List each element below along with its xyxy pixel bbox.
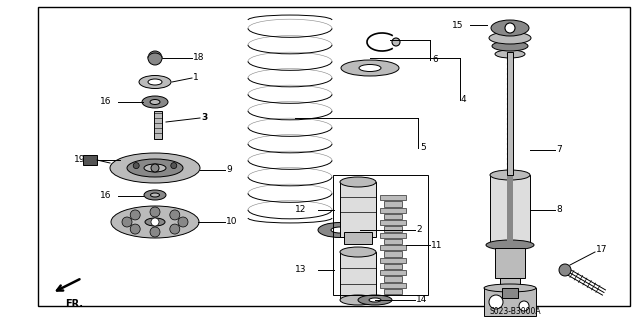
Text: 2: 2 [416,226,422,234]
Ellipse shape [492,41,528,51]
Circle shape [150,227,160,237]
Circle shape [133,163,140,169]
Circle shape [130,224,140,234]
Ellipse shape [142,96,168,108]
Bar [380,257,406,263]
Bar [340,252,376,300]
Ellipse shape [484,284,536,292]
Bar [384,276,402,282]
Ellipse shape [491,20,529,36]
Text: 11: 11 [431,241,442,249]
Bar [495,248,525,278]
Text: 9: 9 [226,166,232,174]
Circle shape [130,210,140,220]
Circle shape [148,51,162,65]
Text: 18: 18 [193,54,205,63]
Ellipse shape [150,193,159,197]
Text: 3: 3 [201,113,207,122]
Circle shape [170,210,180,220]
Circle shape [178,217,188,227]
Text: FR.: FR. [65,299,83,309]
Circle shape [559,264,571,276]
Text: 7: 7 [556,145,562,154]
Bar [344,232,372,244]
Ellipse shape [341,60,399,76]
Bar [333,175,428,295]
Circle shape [170,224,180,234]
Text: 5: 5 [420,144,426,152]
Bar [384,239,402,244]
Ellipse shape [318,222,362,238]
Ellipse shape [340,177,376,187]
Circle shape [122,217,132,227]
Text: 4: 4 [461,95,467,105]
Circle shape [150,207,160,217]
Circle shape [151,164,159,172]
Text: 14: 14 [416,295,428,305]
Ellipse shape [486,240,534,250]
Bar [154,111,162,139]
Bar [384,264,402,269]
Bar [380,195,406,200]
Text: 10: 10 [226,218,237,226]
Bar [384,214,402,219]
Bar [384,226,402,232]
Ellipse shape [495,50,525,58]
Circle shape [392,38,400,46]
Ellipse shape [110,153,200,183]
Circle shape [489,295,503,309]
Bar [507,175,513,245]
Ellipse shape [358,295,392,305]
Ellipse shape [331,227,349,233]
Ellipse shape [489,32,531,44]
Polygon shape [148,53,162,58]
Ellipse shape [490,170,530,180]
Bar [380,245,406,250]
Bar [384,201,402,207]
Ellipse shape [144,164,166,172]
Text: 19: 19 [74,155,86,165]
Text: 8: 8 [556,205,562,214]
Text: 16: 16 [100,98,111,107]
Text: S023-B3000A: S023-B3000A [490,307,541,315]
Bar [500,278,520,298]
Bar [380,270,406,275]
Text: 15: 15 [452,20,463,29]
Ellipse shape [359,64,381,71]
Ellipse shape [148,79,162,85]
Text: 16: 16 [100,191,111,201]
Bar [380,233,406,238]
Text: 17: 17 [596,246,607,255]
Ellipse shape [150,100,160,105]
Circle shape [519,301,529,311]
Text: 13: 13 [295,265,307,275]
Circle shape [505,23,515,33]
Bar [83,155,97,165]
Ellipse shape [340,247,376,257]
Bar [490,175,530,245]
Text: 6: 6 [432,56,438,64]
Ellipse shape [145,218,165,226]
Bar [340,182,376,237]
Circle shape [151,218,159,226]
Ellipse shape [340,295,376,305]
Bar [502,288,518,298]
Bar [384,289,402,294]
Bar [384,251,402,256]
Ellipse shape [111,206,199,238]
Bar [380,283,406,288]
Circle shape [171,163,177,169]
Ellipse shape [144,190,166,200]
Text: 12: 12 [295,205,307,214]
Bar [507,52,513,175]
Bar [380,207,406,213]
Ellipse shape [369,298,381,302]
Ellipse shape [139,76,171,88]
Bar [380,220,406,225]
Ellipse shape [127,159,183,177]
Text: 1: 1 [193,72,199,81]
Bar [484,288,536,316]
